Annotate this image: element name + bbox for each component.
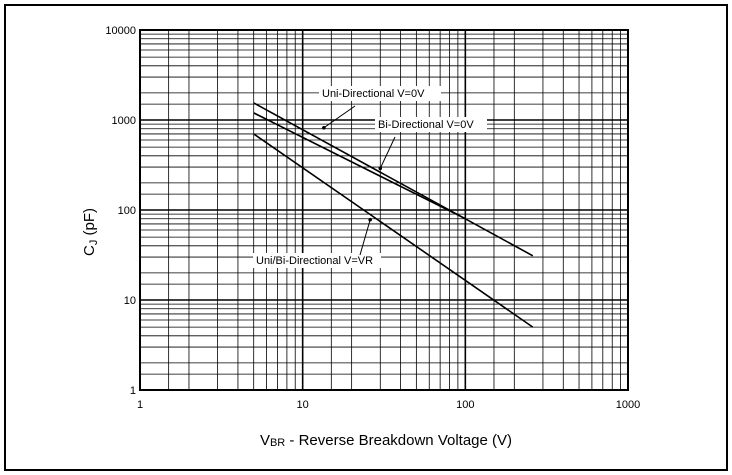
y-axis-title-rest: (pF)	[81, 208, 98, 240]
x-tick-label: 10	[297, 399, 309, 411]
x-axis-title: VBR - Reverse Breakdown Voltage (V)	[260, 432, 512, 449]
x-tick-label: 1	[137, 399, 143, 411]
tick-labels: 1 10 100 1000 1 10 100 1000 10000	[105, 25, 640, 411]
series-lines	[253, 102, 534, 328]
x-axis-title-rest: - Reverse Breakdown Voltage (V)	[285, 432, 512, 449]
annotation-leader-line	[323, 105, 356, 129]
annotation-leader-line	[359, 219, 371, 256]
series-line-3	[253, 133, 534, 328]
y-tick-label: 10	[124, 295, 136, 307]
series-line-1	[253, 102, 534, 257]
annotation-label: Bi-Directional V=0V	[378, 119, 474, 131]
annotation-background	[253, 253, 381, 268]
annotation-background	[375, 117, 487, 132]
x-axis-title-subscript: BR	[270, 437, 285, 449]
y-tick-label: 100	[118, 205, 136, 217]
plot-area-border	[139, 29, 629, 391]
x-axis-title-main: V	[260, 432, 270, 449]
y-tick-label: 1	[130, 385, 136, 397]
chart-frame	[4, 4, 728, 471]
y-tick-label: 1000	[112, 115, 136, 127]
annotation-marker	[378, 166, 383, 171]
y-axis-title-subscript: J	[88, 240, 100, 246]
annotation-label: Uni/Bi-Directional V=VR	[256, 255, 373, 267]
annotation-label: Uni-Directional V=0V	[322, 88, 425, 100]
annotations: Uni-Directional V=0V Bi-Directional V=0V U…	[253, 86, 487, 268]
y-tick-label: 10000	[105, 25, 136, 37]
annotation-background	[319, 86, 441, 101]
y-axis-title-main: C	[81, 245, 98, 256]
series-line-2	[253, 112, 466, 220]
annotation-leader-line	[379, 136, 396, 169]
annotation-marker	[322, 125, 326, 130]
x-tick-label: 1000	[616, 399, 640, 411]
y-axis-title: CJ (pF)	[81, 208, 100, 256]
annotation-marker	[368, 217, 372, 222]
x-tick-label: 100	[456, 399, 474, 411]
